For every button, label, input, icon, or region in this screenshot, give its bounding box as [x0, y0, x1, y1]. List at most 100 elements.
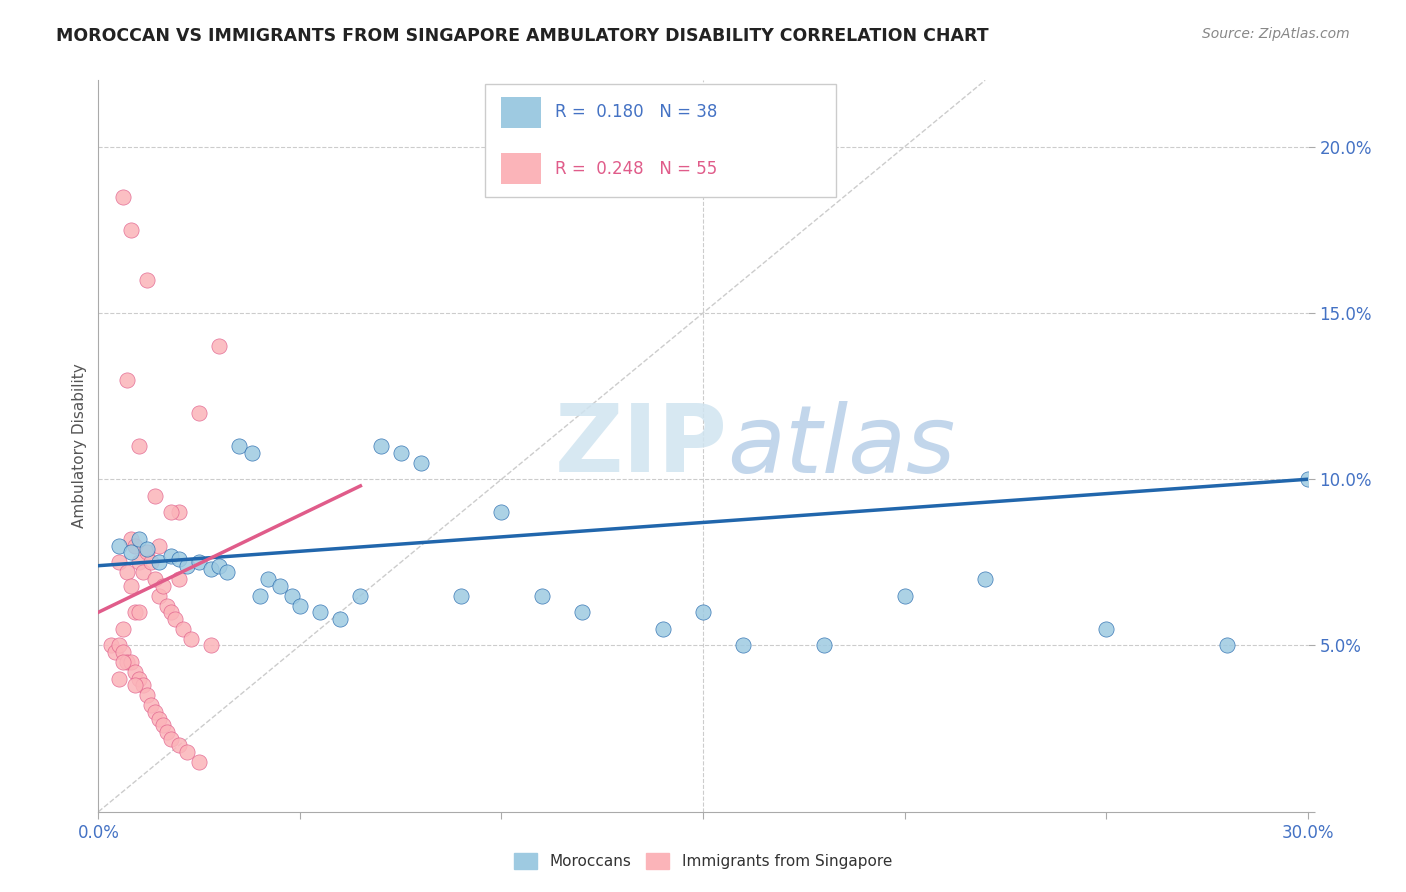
Point: [974, 572, 997, 586]
Point: [1216, 639, 1239, 653]
Point: [167, 572, 190, 586]
Point: [692, 605, 714, 619]
Point: [160, 506, 183, 520]
Point: [200, 639, 222, 653]
Point: [135, 273, 157, 287]
Point: [281, 589, 304, 603]
Point: [115, 655, 138, 669]
Point: [813, 639, 835, 653]
Legend: Moroccans, Immigrants from Singapore: Moroccans, Immigrants from Singapore: [508, 847, 898, 875]
FancyBboxPatch shape: [501, 153, 541, 184]
Point: [491, 506, 513, 520]
Point: [240, 445, 263, 459]
Point: [120, 545, 142, 559]
FancyBboxPatch shape: [485, 84, 837, 197]
Point: [370, 439, 392, 453]
Point: [160, 549, 183, 563]
Point: [132, 566, 155, 580]
Text: Source: ZipAtlas.com: Source: ZipAtlas.com: [1202, 27, 1350, 41]
Point: [111, 189, 134, 203]
Point: [143, 572, 166, 586]
Point: [135, 689, 157, 703]
Point: [651, 622, 673, 636]
Point: [156, 599, 179, 613]
Point: [120, 532, 142, 546]
Point: [135, 545, 157, 559]
Point: [100, 639, 122, 653]
Point: [172, 622, 194, 636]
Point: [409, 456, 432, 470]
Point: [107, 639, 129, 653]
Point: [152, 718, 174, 732]
Point: [107, 539, 129, 553]
Point: [450, 589, 472, 603]
Point: [1296, 472, 1319, 486]
Point: [124, 605, 146, 619]
Point: [120, 655, 142, 669]
Point: [128, 532, 150, 546]
Point: [217, 566, 239, 580]
Point: [208, 339, 231, 353]
Point: [188, 406, 211, 420]
Point: [120, 579, 142, 593]
Point: [160, 605, 183, 619]
Point: [111, 622, 134, 636]
Point: [148, 712, 170, 726]
Point: [115, 372, 138, 386]
Text: atlas: atlas: [727, 401, 956, 491]
FancyBboxPatch shape: [501, 97, 541, 128]
Point: [152, 579, 174, 593]
Point: [249, 589, 271, 603]
Point: [893, 589, 915, 603]
Point: [733, 639, 755, 653]
Text: R =  0.248   N = 55: R = 0.248 N = 55: [555, 160, 717, 178]
Y-axis label: Ambulatory Disability: Ambulatory Disability: [72, 364, 87, 528]
Point: [180, 632, 202, 646]
Point: [349, 589, 371, 603]
Point: [128, 672, 150, 686]
Text: R =  0.180   N = 38: R = 0.180 N = 38: [555, 103, 718, 121]
Point: [111, 655, 134, 669]
Point: [389, 445, 412, 459]
Point: [132, 678, 155, 692]
Point: [163, 612, 186, 626]
Point: [148, 589, 170, 603]
Point: [128, 439, 150, 453]
Point: [111, 645, 134, 659]
Point: [143, 705, 166, 719]
Text: ZIP: ZIP: [554, 400, 727, 492]
Point: [124, 665, 146, 679]
Point: [124, 539, 146, 553]
Point: [103, 645, 125, 659]
Point: [128, 605, 150, 619]
Text: MOROCCAN VS IMMIGRANTS FROM SINGAPORE AMBULATORY DISABILITY CORRELATION CHART: MOROCCAN VS IMMIGRANTS FROM SINGAPORE AM…: [56, 27, 988, 45]
Point: [139, 698, 162, 713]
Point: [188, 755, 211, 769]
Point: [143, 489, 166, 503]
Point: [135, 542, 157, 557]
Point: [167, 506, 190, 520]
Point: [200, 562, 222, 576]
Point: [148, 539, 170, 553]
Point: [269, 579, 291, 593]
Point: [120, 223, 142, 237]
Point: [176, 558, 198, 573]
Point: [208, 558, 231, 573]
Point: [571, 605, 593, 619]
Point: [188, 555, 211, 569]
Point: [256, 572, 278, 586]
Point: [309, 605, 332, 619]
Point: [124, 678, 146, 692]
Point: [160, 731, 183, 746]
Point: [329, 612, 352, 626]
Point: [167, 738, 190, 752]
Point: [167, 552, 190, 566]
Point: [107, 672, 129, 686]
Point: [128, 555, 150, 569]
Point: [228, 439, 250, 453]
Point: [1095, 622, 1118, 636]
Point: [288, 599, 311, 613]
Point: [115, 566, 138, 580]
Point: [530, 589, 553, 603]
Point: [107, 555, 129, 569]
